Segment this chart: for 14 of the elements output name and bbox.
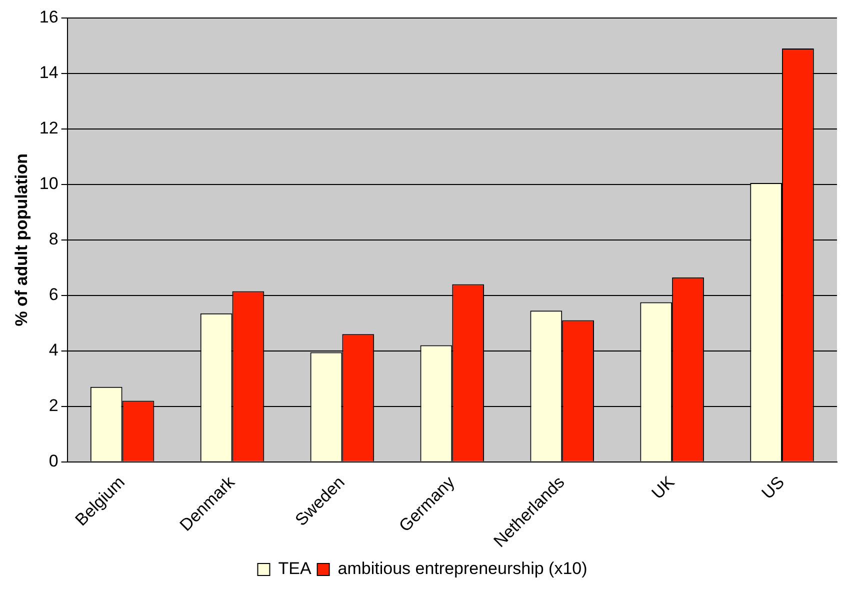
x-tick-label: US (758, 472, 788, 503)
y-tick-label: 12 (39, 118, 58, 138)
legend-label: TEA (278, 559, 312, 578)
y-tick-label: 10 (39, 174, 58, 194)
y-tick-label: 14 (39, 63, 58, 82)
y-tick-label: 4 (48, 340, 58, 360)
y-tick-label: 0 (48, 451, 58, 470)
x-tick-label: UK (648, 472, 679, 503)
legend-label: ambitious entrepreneurship (x10) (338, 559, 588, 578)
y-tick-label: 16 (39, 8, 58, 27)
y-tick-label: 8 (48, 230, 58, 249)
y-axis-title: % of adult population (12, 153, 31, 326)
y-tick-label: 2 (48, 396, 58, 415)
y-tick-label: 6 (48, 285, 58, 304)
